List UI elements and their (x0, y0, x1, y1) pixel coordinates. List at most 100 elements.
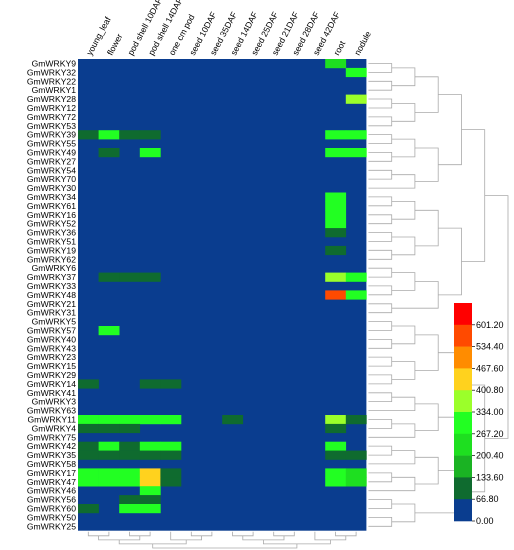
legend-swatch (454, 455, 472, 478)
heatmap-cell (222, 415, 244, 425)
row-label: GmWRKY15 (27, 361, 76, 371)
heatmap-cell (345, 468, 367, 478)
heatmap-cell (345, 415, 367, 425)
row-label: GmWRKY16 (27, 210, 76, 220)
legend-swatch (454, 412, 472, 435)
heatmap-cell (160, 441, 182, 451)
heatmap-cell (325, 441, 347, 451)
row-label: GmWRKY42 (27, 441, 76, 451)
heatmap-cell (325, 210, 347, 220)
heatmap-cell (345, 130, 367, 140)
heatmap-cell (98, 423, 120, 434)
row-label: GmWRKY37 (27, 272, 76, 282)
legend-tick-label: 66.80 (476, 494, 499, 504)
row-label: GmWRKY22 (27, 76, 76, 86)
row-label: GmWRKY1 (32, 85, 77, 95)
row-label: GmWRKY25 (27, 521, 76, 531)
legend-tick-label: 601.20 (476, 320, 504, 330)
row-label: GmWRKY70 (27, 174, 76, 184)
heatmap-cell (98, 326, 120, 336)
heatmap-cell (325, 290, 347, 300)
row-label: GmWRKY14 (27, 379, 76, 389)
row-label: GmWRKY27 (27, 156, 76, 166)
row-label: GmWRKY5 (32, 317, 77, 327)
heatmap-cell (139, 148, 161, 158)
heatmap-cell (325, 415, 347, 425)
heatmap-cell (345, 450, 367, 460)
heatmap-cell (325, 468, 347, 478)
row-label: GmWRKY46 (27, 486, 76, 496)
row-label: GmWRKY19 (27, 245, 76, 255)
heatmap-cells (78, 59, 367, 531)
row-label: GmWRKY63 (27, 406, 76, 416)
row-label: GmWRKY12 (27, 103, 76, 113)
row-labels: GmWRKY9GmWRKY32GmWRKY22GmWRKY1GmWRKY28Gm… (27, 58, 76, 531)
row-label: GmWRKY75 (27, 432, 76, 442)
heatmap-cell (119, 130, 141, 140)
heatmap-cell (139, 441, 161, 451)
heatmap-cell (119, 477, 141, 487)
heatmap-cell (119, 468, 141, 478)
row-label: GmWRKY30 (27, 183, 76, 193)
heatmap-cell (160, 379, 182, 389)
row-label: GmWRKY47 (27, 477, 76, 487)
heatmap-cell (139, 468, 161, 478)
row-label: GmWRKY11 (27, 414, 76, 424)
legend-swatch (454, 499, 472, 522)
heatmap-cell (98, 272, 120, 282)
row-label: GmWRKY55 (27, 139, 76, 149)
row-label: GmWRKY51 (27, 236, 76, 246)
heatmap-cell (160, 415, 182, 425)
row-label: GmWRKY41 (27, 388, 76, 398)
heatmap-cell (345, 290, 367, 300)
row-label: GmWRKY35 (27, 450, 76, 460)
row-label: GmWRKY50 (27, 512, 76, 522)
heatmap-cell (325, 228, 347, 238)
row-label: GmWRKY43 (27, 343, 76, 353)
heatmap-cell (78, 450, 99, 460)
heatmap-cell (139, 130, 161, 140)
heatmap-cell (139, 450, 161, 460)
row-label: GmWRKY4 (32, 423, 77, 433)
heatmap-area (78, 59, 367, 531)
heatmap-cell (139, 486, 161, 496)
color-legend: 601.20 534.40 467.60 400.80 334.00 267.20 200.… (454, 303, 504, 526)
heatmap-cell (325, 192, 347, 202)
legend-tick-label: 133.60 (476, 472, 504, 482)
row-label: GmWRKY54 (27, 165, 76, 175)
row-label: GmWRKY33 (27, 281, 76, 291)
heatmap-cell (325, 272, 347, 282)
legend-swatch (454, 368, 472, 391)
row-label: GmWRKY72 (27, 112, 76, 122)
legend-tick-label: 267.20 (476, 429, 504, 439)
heatmap-cell (325, 59, 347, 69)
heatmap-cell (78, 379, 99, 389)
dendrogram-branch (484, 195, 509, 439)
legend-tick-label: 334.00 (476, 407, 504, 417)
row-label: GmWRKY52 (27, 219, 76, 229)
heatmap-cell (160, 477, 182, 487)
heatmap-cell (345, 67, 367, 78)
heatmap-cell (78, 415, 99, 425)
legend-swatch (454, 390, 472, 413)
row-label: GmWRKY3 (32, 397, 77, 407)
row-dendrogram (368, 63, 509, 527)
heatmap-cell (98, 415, 120, 425)
heatmap-cell (139, 504, 161, 514)
heatmap-cell (98, 130, 120, 140)
row-label: GmWRKY57 (27, 325, 76, 335)
legend-tick-label: 200.40 (476, 451, 504, 461)
heatmap-cell (139, 379, 161, 389)
legend-swatch (454, 303, 472, 326)
heatmap-cell (98, 148, 120, 158)
row-label: GmWRKY48 (27, 290, 76, 300)
heatmap-cell (325, 130, 347, 140)
legend-tick-label: 0.00 (476, 516, 494, 526)
heatmap-cell (139, 415, 161, 425)
heatmap-cell (139, 272, 161, 282)
legend-tick-label: 400.80 (476, 385, 504, 395)
heatmap-cell (345, 148, 367, 158)
heatmap-cell (160, 468, 182, 478)
row-label: GmWRKY23 (27, 352, 76, 362)
